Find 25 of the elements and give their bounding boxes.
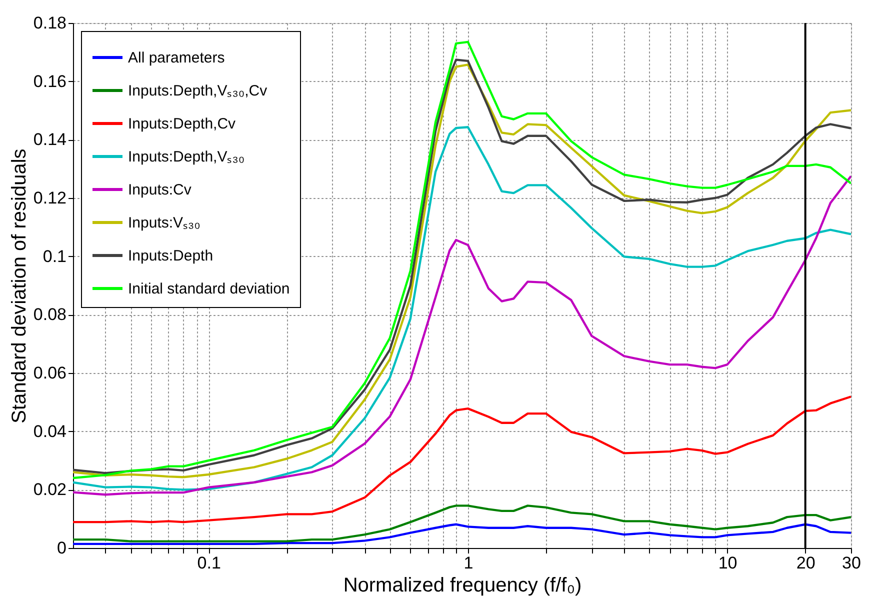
y-tick-label: 0.08 (33, 305, 66, 324)
legend-label: All parameters (128, 50, 225, 66)
legend-label: Inputs:Depth,Cv (128, 116, 236, 132)
y-tick-label: 0 (57, 538, 66, 558)
x-tick-label: 0.1 (197, 554, 221, 572)
legend-label: Inputs:Vₛ₃₀ (128, 214, 200, 232)
x-axis-title: Normalized frequency (f/f₀) (343, 574, 582, 596)
legend-label: Initial standard deviation (128, 280, 290, 298)
y-tick-label: 0.04 (33, 422, 66, 441)
y-tick-label: 0.1 (42, 246, 66, 266)
x-tick-label: 1 (464, 554, 474, 572)
y-tick-label: 0.14 (33, 130, 66, 150)
y-axis-title: Standard deviation of residuals (8, 148, 30, 424)
y-tick-label: 0.18 (33, 14, 66, 32)
legend-label: Inputs:Depth (128, 248, 214, 264)
y-tick-label: 0.12 (33, 188, 66, 208)
x-tick-label: 30 (842, 554, 861, 572)
x-tick-label: 10 (718, 554, 738, 572)
legend-label: Inputs:Depth,Vₛ₃₀,Cv (128, 82, 268, 100)
legend-label: Inputs:Cv (128, 182, 192, 198)
legend-label: Inputs:Depth,Vₛ₃₀ (128, 148, 245, 166)
y-tick-label: 0.06 (33, 364, 66, 382)
x-tick-label: 20 (796, 554, 816, 572)
y-tick-label: 0.16 (33, 72, 66, 91)
y-tick-label: 0.02 (33, 480, 66, 500)
